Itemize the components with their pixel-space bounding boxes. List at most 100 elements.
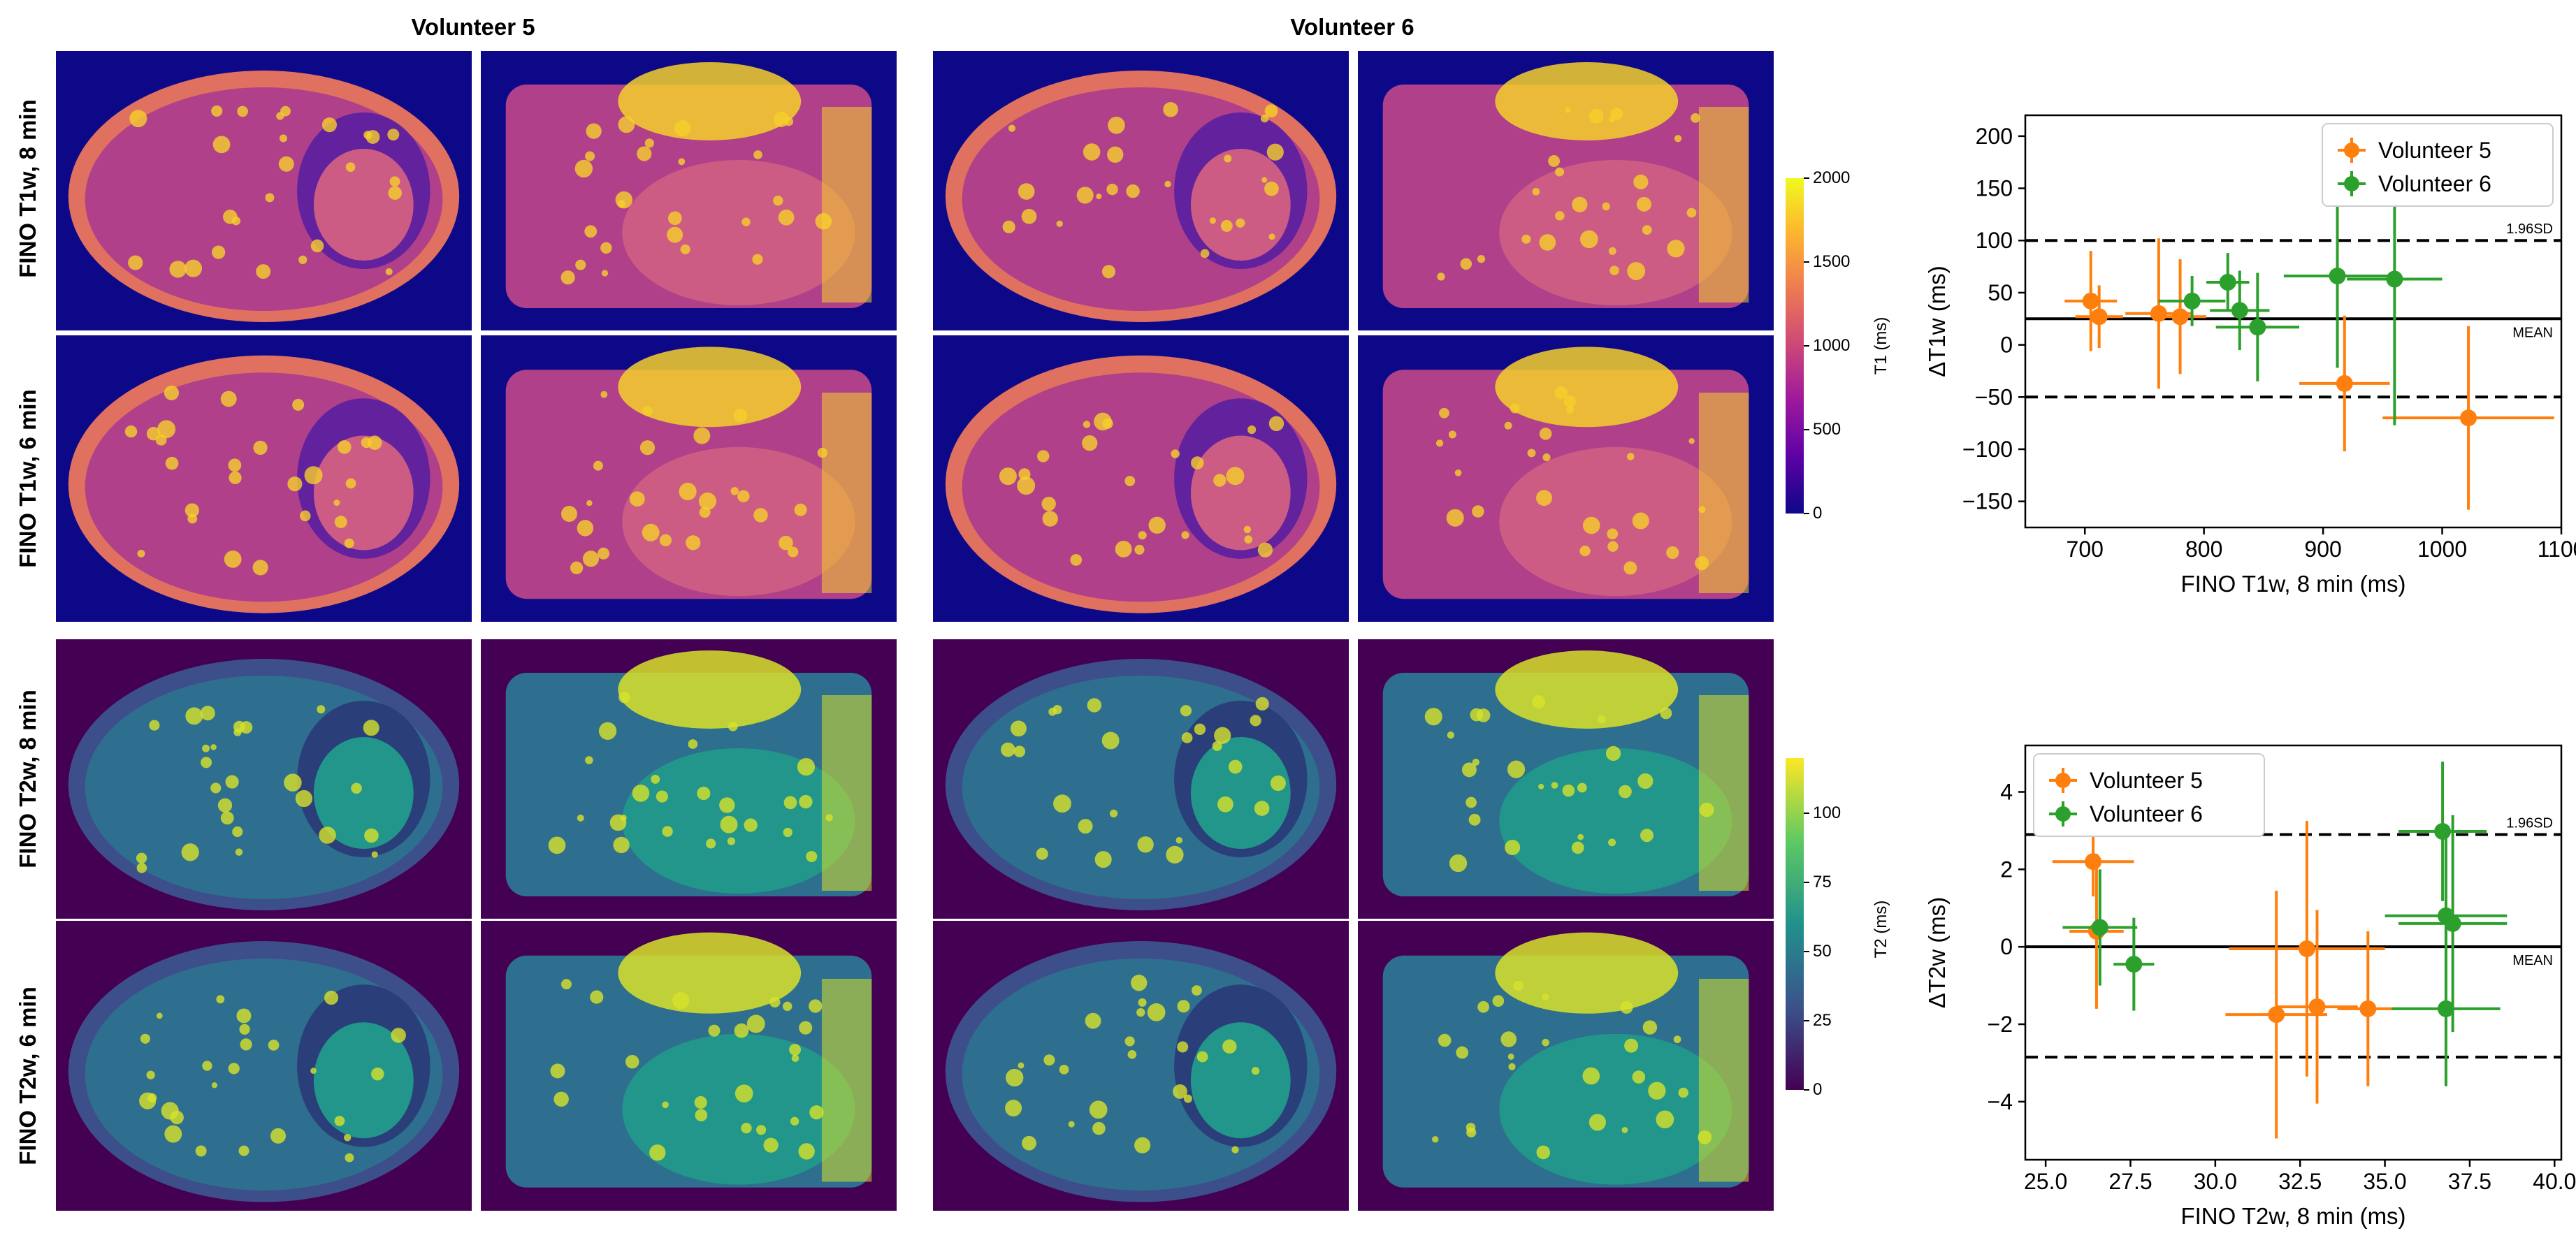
t2w-plot-point-volunteer6 [2392, 931, 2501, 1086]
mri-panel-t1-row1-col1 [56, 51, 472, 330]
t2w-plot-point-volunteer5 [2337, 931, 2398, 1086]
t2w-plot-point-volunteer6 [2398, 762, 2487, 901]
t1w-plot-legend-label-volunteer6: Volunteer 6 [2378, 171, 2491, 196]
t1-colorbar-tick-mark [1804, 177, 1809, 179]
t1w-plot-legend-label-volunteer5: Volunteer 5 [2378, 138, 2491, 163]
t2w-plot-x-tick-label: 32.5 [2278, 1169, 2322, 1194]
t2w-plot-legend [2033, 753, 2265, 837]
t1w-plot-x-tick-label: 900 [2304, 537, 2341, 562]
t1w-plot-point-volunteer6 [2283, 184, 2392, 368]
t2-colorbar-tick-mark [1804, 951, 1809, 953]
t2w-plot-x-tick-label: 40.0 [2533, 1169, 2576, 1194]
t1w-plot-y-tick-label: 0 [2000, 333, 2013, 358]
mri-panel-t1-row2-col1 [56, 335, 472, 622]
mri-panel-t2-row4-col4 [1358, 921, 1774, 1211]
t1w-plot-y-tick-label: 100 [1976, 228, 2013, 253]
mri-panel-t2-row3-col2 [481, 639, 897, 919]
t1w-plot-legend-marker-volunteer6 [2338, 171, 2366, 196]
t2w-plot-y-tick-label: 2 [2000, 857, 2013, 882]
t2w-plot-legend-marker-volunteer6 [2049, 801, 2077, 826]
t2w-plot-y-tick-label: −2 [1988, 1012, 2013, 1037]
t1w-plot-x-tick-label: 1000 [2417, 537, 2467, 562]
t2w-plot-y-tick-label: 4 [2000, 780, 2013, 805]
t1w-plot-y-axis-label: ΔT1w (ms) [1924, 265, 1950, 377]
t2w-plot-x-tick-label: 35.0 [2363, 1169, 2406, 1194]
t1-colorbar-tick-label: 0 [1813, 504, 1823, 523]
mri-panel-t2-row4-col3 [933, 921, 1349, 1211]
volunteer6-header: Volunteer 6 [1290, 14, 1414, 40]
t1-colorbar-tick-mark [1804, 345, 1809, 347]
mri-panel-t2-row3-col4 [1358, 639, 1774, 919]
mri-panel-t2-row3-col3 [933, 639, 1349, 919]
row-label-t2w-8min: FINO T2w, 8 min [15, 690, 41, 868]
t1w-plot-y-tick-label: 200 [1976, 124, 2013, 149]
mri-panel-t2-row3-col1 [56, 639, 472, 919]
mri-panel-t1-row2-col4 [1358, 335, 1774, 622]
t2w-plot-point-volunteer6 [2398, 815, 2508, 1033]
t1w-plot-y-tick-label: −150 [1962, 489, 2013, 514]
t2-colorbar-tick-mark [1804, 1020, 1809, 1022]
t1-colorbar-tick-label: 1500 [1813, 252, 1851, 271]
t2w-plot-legend-label-volunteer5: Volunteer 5 [2090, 768, 2203, 793]
t1-colorbar-tick-label: 1000 [1813, 336, 1851, 355]
mri-panel-t1-row2-col2 [481, 335, 897, 622]
t2w-plot-point-volunteer6 [2062, 869, 2138, 986]
mri-panel-t2-row4-col1 [56, 921, 472, 1211]
t2-colorbar [1786, 758, 1804, 1090]
t2w-plot-y-axis-label: ΔT2w (ms) [1924, 897, 1950, 1009]
t2w-plot-y-tick-label: 0 [2000, 934, 2013, 959]
t2w-plot-legend-marker-volunteer5 [2049, 768, 2077, 793]
t2w-plot-legend-label-volunteer6: Volunteer 6 [2090, 801, 2203, 826]
t2w-plot-x-tick-label: 37.5 [2448, 1169, 2491, 1194]
t2-colorbar-tick-mark [1804, 813, 1809, 815]
t1w-plot-point-volunteer5 [2382, 326, 2554, 510]
t1-colorbar-tick-label: 2000 [1813, 168, 1851, 187]
t1-colorbar-tick-label: 500 [1813, 420, 1841, 439]
t1w-plot-y-tick-label: 150 [1976, 176, 2013, 201]
t2-colorbar-tick-label: 0 [1813, 1080, 1823, 1099]
row-label-t2w-6min: FINO T2w, 6 min [15, 986, 41, 1165]
row-label-t1w-6min: FINO T1w, 6 min [15, 389, 41, 568]
t2w-plot-x-tick-label: 25.0 [2024, 1169, 2067, 1194]
t2w-plot-point-volunteer5 [2225, 890, 2328, 1139]
t1w-plot-sd-label: 1.96SD [2506, 221, 2553, 237]
t1w-plot-point-volunteer5 [2064, 251, 2118, 351]
t1w-plot-point-volunteer6 [2158, 276, 2226, 326]
t2w-plot-y-tick-label: −4 [1988, 1089, 2013, 1114]
t1w-plot-x-axis-label: FINO T1w, 8 min (ms) [2180, 571, 2405, 597]
t1w-plot-point-volunteer6 [2210, 270, 2270, 351]
t2w-plot-x-axis-label: FINO T2w, 8 min (ms) [2180, 1203, 2405, 1229]
t2-colorbar-tick-label: 25 [1813, 1011, 1832, 1031]
t1w-plot-y-tick-label: −50 [1975, 384, 2013, 409]
t1w-plot-axes-frame [2024, 114, 2563, 529]
mri-panel-t1-row1-col4 [1358, 51, 1774, 330]
t2w-plot-point-volunteer5 [2276, 910, 2358, 1104]
t1w-plot-y-tick-label: −100 [1962, 437, 2013, 462]
mri-panel-t1-row1-col3 [933, 51, 1349, 330]
t2w-plot-sd-label: 1.96SD [2506, 815, 2553, 831]
t1-colorbar-tick-mark [1804, 429, 1809, 430]
t1-colorbar-label: T1 (ms) [1872, 316, 1890, 375]
t2w-plot-x-tick-label: 30.0 [2194, 1169, 2237, 1194]
t1w-plot-point-volunteer6 [2215, 272, 2300, 381]
t1w-plot-mean-label: MEAN [2512, 325, 2553, 340]
mri-panel-t1-row2-col3 [933, 335, 1349, 622]
t1w-plot-point-volunteer5 [2299, 315, 2390, 451]
t2w-plot-mean-label: MEAN [2512, 953, 2553, 968]
t2-colorbar-tick-mark [1804, 882, 1809, 884]
t1-colorbar-tick-mark [1804, 261, 1809, 263]
t2-colorbar-tick-mark [1804, 1089, 1809, 1091]
mri-panel-t1-row1-col2 [481, 51, 897, 330]
mri-panel-t2-row4-col2 [481, 921, 897, 1211]
t1w-plot-legend [2322, 123, 2554, 207]
t1w-plot-legend-marker-volunteer5 [2338, 138, 2366, 163]
t1w-plot-x-tick-label: 800 [2185, 537, 2222, 562]
t2w-bland-altman-plot: 1.96SD MEAN 25.0 27.5 30.0 32.5 35.0 37.5 40.0 4 2… [1924, 744, 2576, 1229]
t2-colorbar-tick-label: 100 [1813, 803, 1841, 823]
t2-colorbar-label: T2 (ms) [1872, 900, 1890, 959]
t1w-bland-altman-plot: 1.96SD MEAN 700 800 900 1000 1100 200 150 100 50 0 −… [1924, 114, 2576, 597]
t1w-plot-point-volunteer6 [2206, 253, 2250, 312]
row-label-t1w-8min: FINO T1w, 8 min [15, 99, 41, 278]
t1w-plot-y-tick-label: 50 [1988, 280, 2013, 305]
t1w-plot-point-volunteer5 [2154, 259, 2207, 374]
